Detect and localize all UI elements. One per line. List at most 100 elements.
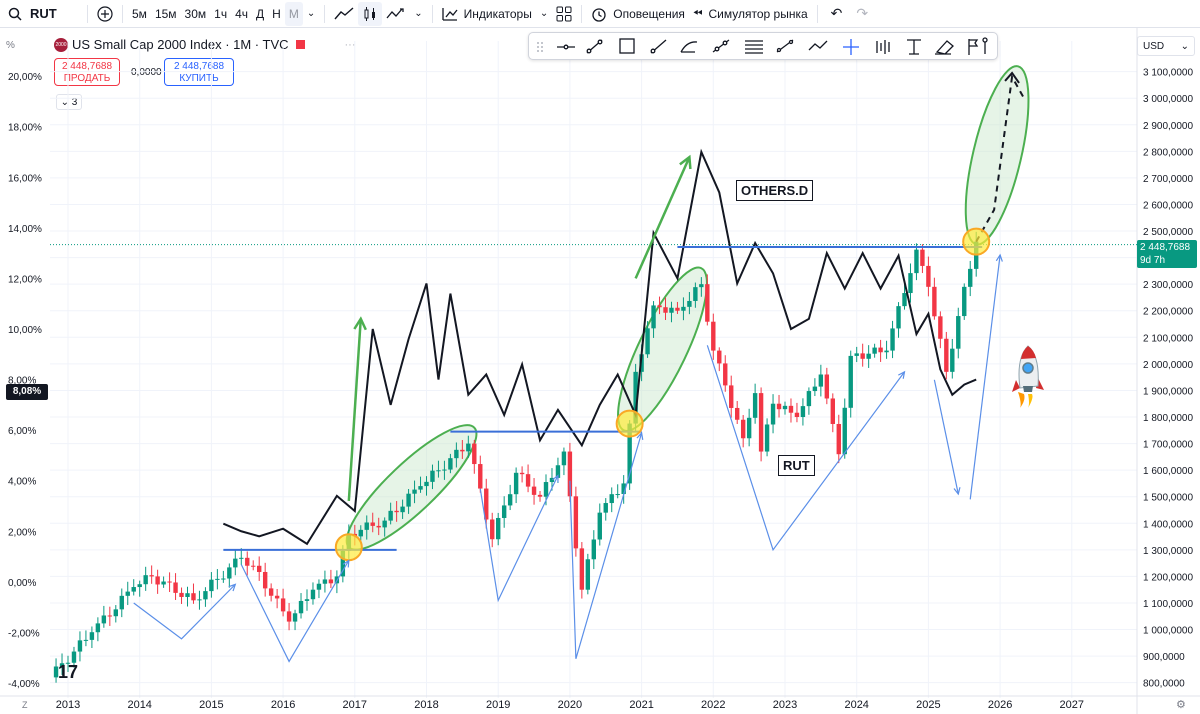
- candle-body[interactable]: [400, 506, 405, 513]
- candle-body[interactable]: [436, 470, 441, 472]
- candle-body[interactable]: [902, 293, 907, 307]
- candle-body[interactable]: [609, 494, 614, 504]
- candle-body[interactable]: [215, 578, 220, 580]
- candle-body[interactable]: [442, 469, 447, 471]
- candle-body[interactable]: [430, 470, 435, 482]
- candle-body[interactable]: [854, 353, 859, 356]
- candle-body[interactable]: [137, 584, 142, 588]
- candle-body[interactable]: [143, 575, 148, 585]
- candle-body[interactable]: [310, 589, 316, 600]
- candle-body[interactable]: [884, 350, 889, 353]
- chart-canvas[interactable]: 800,0000 900,0000 1 000,0000 1 100,0000 1 20…: [0, 28, 1200, 714]
- candle-body[interactable]: [245, 557, 250, 566]
- candle-body[interactable]: [836, 423, 841, 455]
- candle-body[interactable]: [938, 316, 943, 339]
- timezone-button[interactable]: Z: [22, 700, 28, 710]
- undo-icon[interactable]: ↶: [830, 5, 843, 21]
- candle-body[interactable]: [340, 550, 346, 577]
- interval-30m[interactable]: 30м: [184, 6, 207, 21]
- candle-body[interactable]: [113, 609, 118, 617]
- candle-body[interactable]: [782, 405, 788, 410]
- candle-body[interactable]: [89, 632, 95, 640]
- candle-body[interactable]: [908, 273, 913, 294]
- candle-body[interactable]: [627, 423, 632, 484]
- candle-body[interactable]: [794, 412, 800, 418]
- candles-icon[interactable]: [358, 1, 383, 26]
- horizontal-line-icon[interactable]: [557, 44, 575, 50]
- extended-line-icon[interactable]: [712, 39, 730, 53]
- interval-week[interactable]: Н: [272, 6, 281, 21]
- candle-body[interactable]: [657, 305, 662, 308]
- candle-body[interactable]: [705, 284, 710, 322]
- candle-body[interactable]: [382, 520, 387, 528]
- projection-dashed-line[interactable]: [975, 73, 1025, 243]
- candle-body[interactable]: [723, 363, 728, 386]
- candle-body[interactable]: [292, 613, 298, 622]
- candle-body[interactable]: [579, 548, 585, 590]
- candle-body[interactable]: [531, 486, 537, 495]
- v-arrow[interactable]: [133, 583, 236, 640]
- candle-body[interactable]: [83, 639, 89, 641]
- candle-body[interactable]: [304, 599, 310, 601]
- candle-body[interactable]: [221, 578, 226, 580]
- candle-body[interactable]: [394, 510, 399, 513]
- candle-body[interactable]: [239, 557, 244, 559]
- candle-body[interactable]: [280, 598, 286, 612]
- candle-body[interactable]: [262, 571, 268, 589]
- green-trend-arrow[interactable]: [634, 156, 691, 279]
- candle-body[interactable]: [591, 539, 596, 560]
- candle-body[interactable]: [167, 581, 172, 583]
- indicators-collapse-button[interactable]: ⌄ 3: [56, 94, 82, 110]
- candle-body[interactable]: [848, 355, 853, 408]
- candle-body[interactable]: [484, 488, 489, 520]
- rut-annotation[interactable]: RUT: [778, 455, 815, 476]
- candle-body[interactable]: [866, 353, 871, 359]
- candle-body[interactable]: [364, 522, 369, 530]
- breakout-zone-ellipse[interactable]: [953, 61, 1042, 250]
- chevron-down-icon[interactable]: ⌄: [414, 8, 423, 19]
- layouts-icon[interactable]: [552, 2, 576, 26]
- alerts-button[interactable]: Оповещения: [587, 2, 689, 26]
- candle-body[interactable]: [752, 393, 758, 418]
- candle-body[interactable]: [699, 284, 704, 288]
- candle-body[interactable]: [543, 482, 549, 497]
- candle-body[interactable]: [466, 443, 471, 452]
- candle-body[interactable]: [209, 579, 214, 592]
- breakout-circle[interactable]: [962, 227, 991, 256]
- candle-body[interactable]: [203, 591, 208, 600]
- candle-body[interactable]: [65, 662, 71, 664]
- candle-body[interactable]: [830, 398, 835, 424]
- candle-body[interactable]: [496, 517, 501, 540]
- candle-body[interactable]: [316, 583, 322, 590]
- chevron-down-icon[interactable]: ⌄: [306, 8, 316, 19]
- v-arrow[interactable]: [240, 560, 350, 663]
- candle-body[interactable]: [358, 529, 363, 537]
- candle-body[interactable]: [800, 406, 806, 418]
- tradingview-logo[interactable]: 17: [58, 662, 79, 682]
- indicators-button[interactable]: Индикаторы: [438, 2, 536, 26]
- candle-body[interactable]: [161, 581, 166, 585]
- bars-pattern-icon[interactable]: [876, 40, 890, 54]
- candle-body[interactable]: [388, 510, 393, 521]
- candle-body[interactable]: [950, 348, 955, 372]
- candle-body[interactable]: [71, 651, 77, 663]
- candle-body[interactable]: [454, 449, 459, 459]
- candle-body[interactable]: [191, 593, 196, 601]
- candle-body[interactable]: [872, 347, 877, 354]
- candle-body[interactable]: [478, 464, 483, 489]
- candle-body[interactable]: [101, 615, 107, 624]
- others-d-line[interactable]: [222, 148, 977, 546]
- candle-body[interactable]: [185, 593, 190, 597]
- candle-body[interactable]: [956, 316, 961, 349]
- candle-body[interactable]: [328, 579, 334, 584]
- candle-body[interactable]: [645, 328, 650, 355]
- candle-body[interactable]: [770, 403, 776, 425]
- rocket-icon[interactable]: [1008, 342, 1052, 413]
- candle-body[interactable]: [567, 451, 573, 497]
- candle-body[interactable]: [95, 623, 101, 633]
- candle-body[interactable]: [932, 286, 937, 317]
- candle-body[interactable]: [603, 503, 608, 513]
- candle-body[interactable]: [513, 472, 519, 495]
- candle-body[interactable]: [758, 393, 764, 452]
- legend-symbol-title[interactable]: US Small Cap 2000 Index · 1M · TVC: [72, 37, 289, 52]
